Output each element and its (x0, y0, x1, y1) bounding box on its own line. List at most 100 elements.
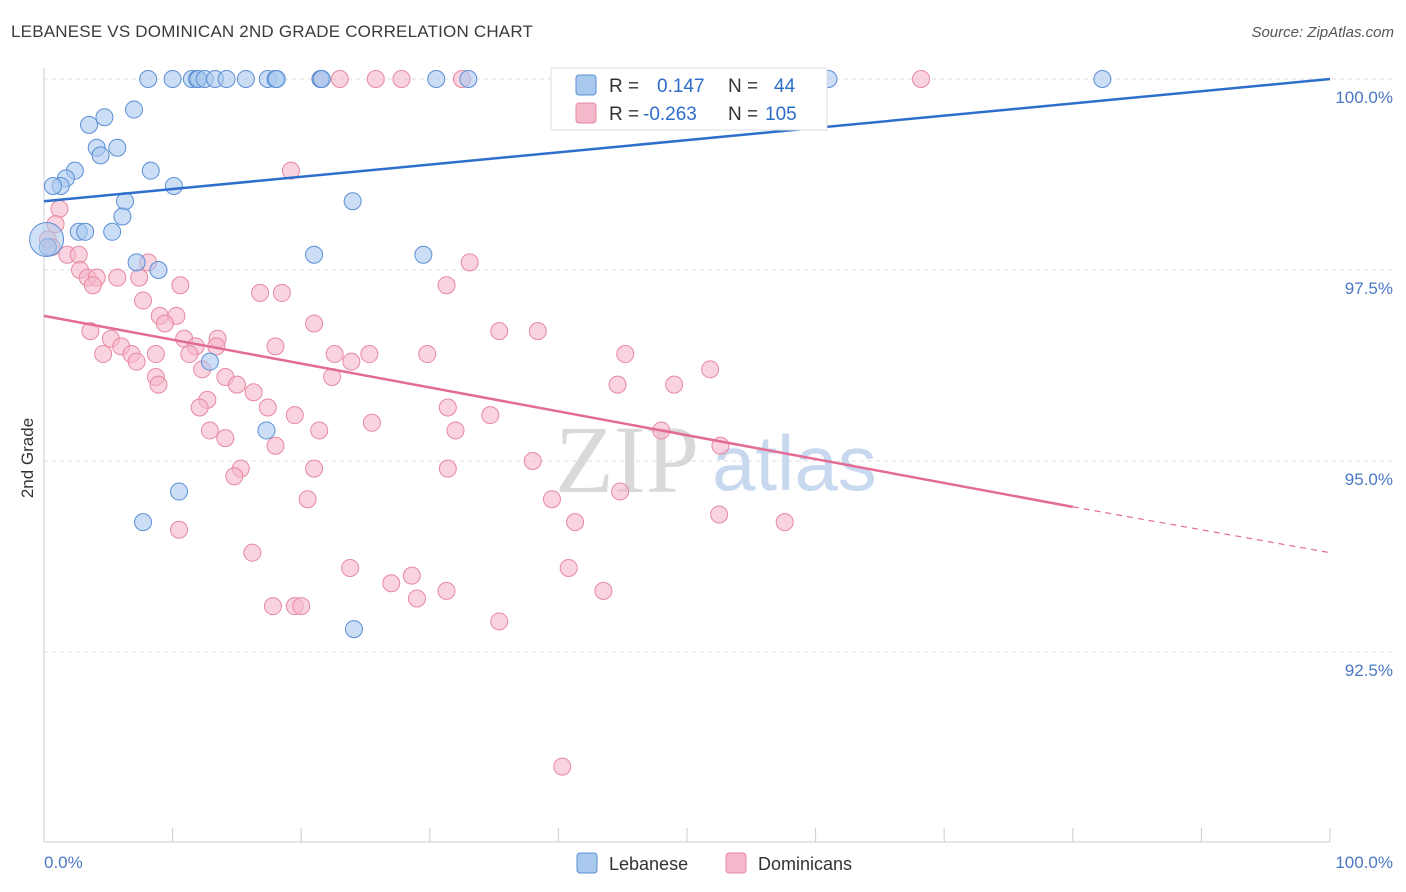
stats-r-label: R = (609, 76, 639, 97)
dominican-point (775, 513, 794, 532)
dominican-point (325, 345, 344, 364)
y-tick-label: 92.5% (1345, 661, 1393, 680)
lebanese-point (305, 245, 324, 264)
dominican-point (244, 383, 263, 402)
dominican-point (180, 345, 199, 364)
dominican-point (490, 322, 509, 341)
lebanese-point (125, 100, 144, 119)
dominican-point (69, 245, 88, 264)
stats-box: R = 0.147 N = 44 R = -0.263 N = 105 (550, 67, 828, 131)
dominican-point (227, 375, 246, 394)
lebanese-point (141, 161, 160, 180)
lebanese-point (44, 176, 63, 195)
legend-label-lebanese: Lebanese (609, 854, 688, 874)
legend-swatch-lebanese (576, 852, 598, 874)
dominican-point (437, 581, 456, 600)
dominican-point (190, 398, 209, 417)
dominican-point (341, 558, 360, 577)
dominican-trend-extension (1072, 506, 1331, 554)
dominican-point (481, 406, 500, 425)
lebanese-point (76, 222, 95, 241)
dominican-point (523, 452, 542, 470)
dominican-point (266, 337, 285, 356)
dominican-point (225, 467, 244, 486)
dominican-point (292, 597, 311, 616)
dominican-point (611, 482, 630, 501)
dominican-point (272, 283, 291, 302)
dominican-point (216, 429, 235, 448)
legend-swatch-dominicans (725, 852, 747, 874)
dominican-point (298, 490, 317, 509)
dominican-point (594, 581, 613, 600)
dominican-point (665, 375, 684, 394)
lebanese-point (1093, 70, 1112, 88)
chart-title: LEBANESE VS DOMINICAN 2ND GRADE CORRELAT… (11, 22, 534, 41)
dominican-trend-line (43, 314, 1074, 509)
dominican-point (402, 566, 421, 585)
lebanese-point (134, 513, 153, 532)
lebanese-point (459, 70, 478, 88)
dominican-point (171, 276, 190, 295)
dominican-point (912, 70, 931, 88)
lebanese-point (170, 482, 189, 501)
dominican-point (460, 253, 479, 272)
stats-r-value: 0.147 (657, 76, 705, 97)
y-tick-labels: 100.0% 97.5% 95.0% 92.5% (1335, 88, 1393, 680)
dominican-point (418, 345, 437, 364)
dominican-point (330, 70, 349, 88)
x-tick-label: 0.0% (44, 853, 83, 872)
dominican-point (438, 398, 457, 417)
dominican-point (342, 352, 361, 371)
dominican-point (305, 314, 324, 333)
dominican-point (407, 589, 426, 608)
dominican-point (366, 70, 385, 88)
dominican-point (310, 421, 329, 440)
y-axis-label: 2nd Grade (18, 418, 37, 498)
dominican-point (360, 345, 379, 364)
dominican-point (50, 199, 69, 218)
dominican-point (305, 459, 324, 478)
dominican-point (608, 375, 627, 394)
lebanese-point (344, 620, 363, 639)
stats-r-label: R = (609, 104, 639, 125)
lebanese-point (217, 70, 236, 88)
dominican-point (243, 543, 262, 562)
dominican-point (155, 314, 174, 333)
stats-n-label: N = (728, 104, 758, 125)
dominican-point (616, 345, 635, 364)
axes-layer (43, 68, 1330, 843)
lebanese-point (29, 221, 65, 257)
dominican-point (710, 505, 729, 524)
dominican-point (553, 757, 572, 776)
dominican-point (362, 413, 381, 432)
lebanese-point (149, 261, 168, 279)
lebanese-point (163, 70, 182, 88)
dominican-point (134, 291, 153, 310)
dominican-point (528, 322, 547, 341)
stats-box-frame (550, 67, 828, 131)
dominican-point (392, 70, 411, 88)
dominican-point (146, 345, 165, 364)
dominican-point (130, 268, 149, 287)
watermark: ZIP atlas (555, 406, 877, 513)
x-tick-labels: 0.0% 100.0% (44, 853, 1393, 872)
dominican-point (81, 322, 100, 341)
dominican-point (251, 283, 270, 302)
lebanese-point (267, 70, 286, 88)
dominican-point (281, 161, 300, 180)
chart-source: Source: ZipAtlas.com (1251, 24, 1394, 41)
dominican-point (490, 612, 509, 631)
lebanese-point (108, 138, 127, 157)
lebanese-point (164, 176, 183, 195)
legend: Lebanese Dominicans (576, 852, 852, 874)
lebanese-point (80, 115, 99, 134)
lebanese-point (414, 245, 433, 264)
dominican-point (200, 421, 219, 440)
y-tick-label: 100.0% (1335, 88, 1393, 107)
dominican-point (446, 421, 465, 440)
lebanese-point (257, 421, 276, 440)
stats-n-label: N = (728, 76, 758, 97)
stats-swatch-dominicans (575, 102, 597, 124)
stats-r-value: -0.263 (643, 104, 697, 125)
